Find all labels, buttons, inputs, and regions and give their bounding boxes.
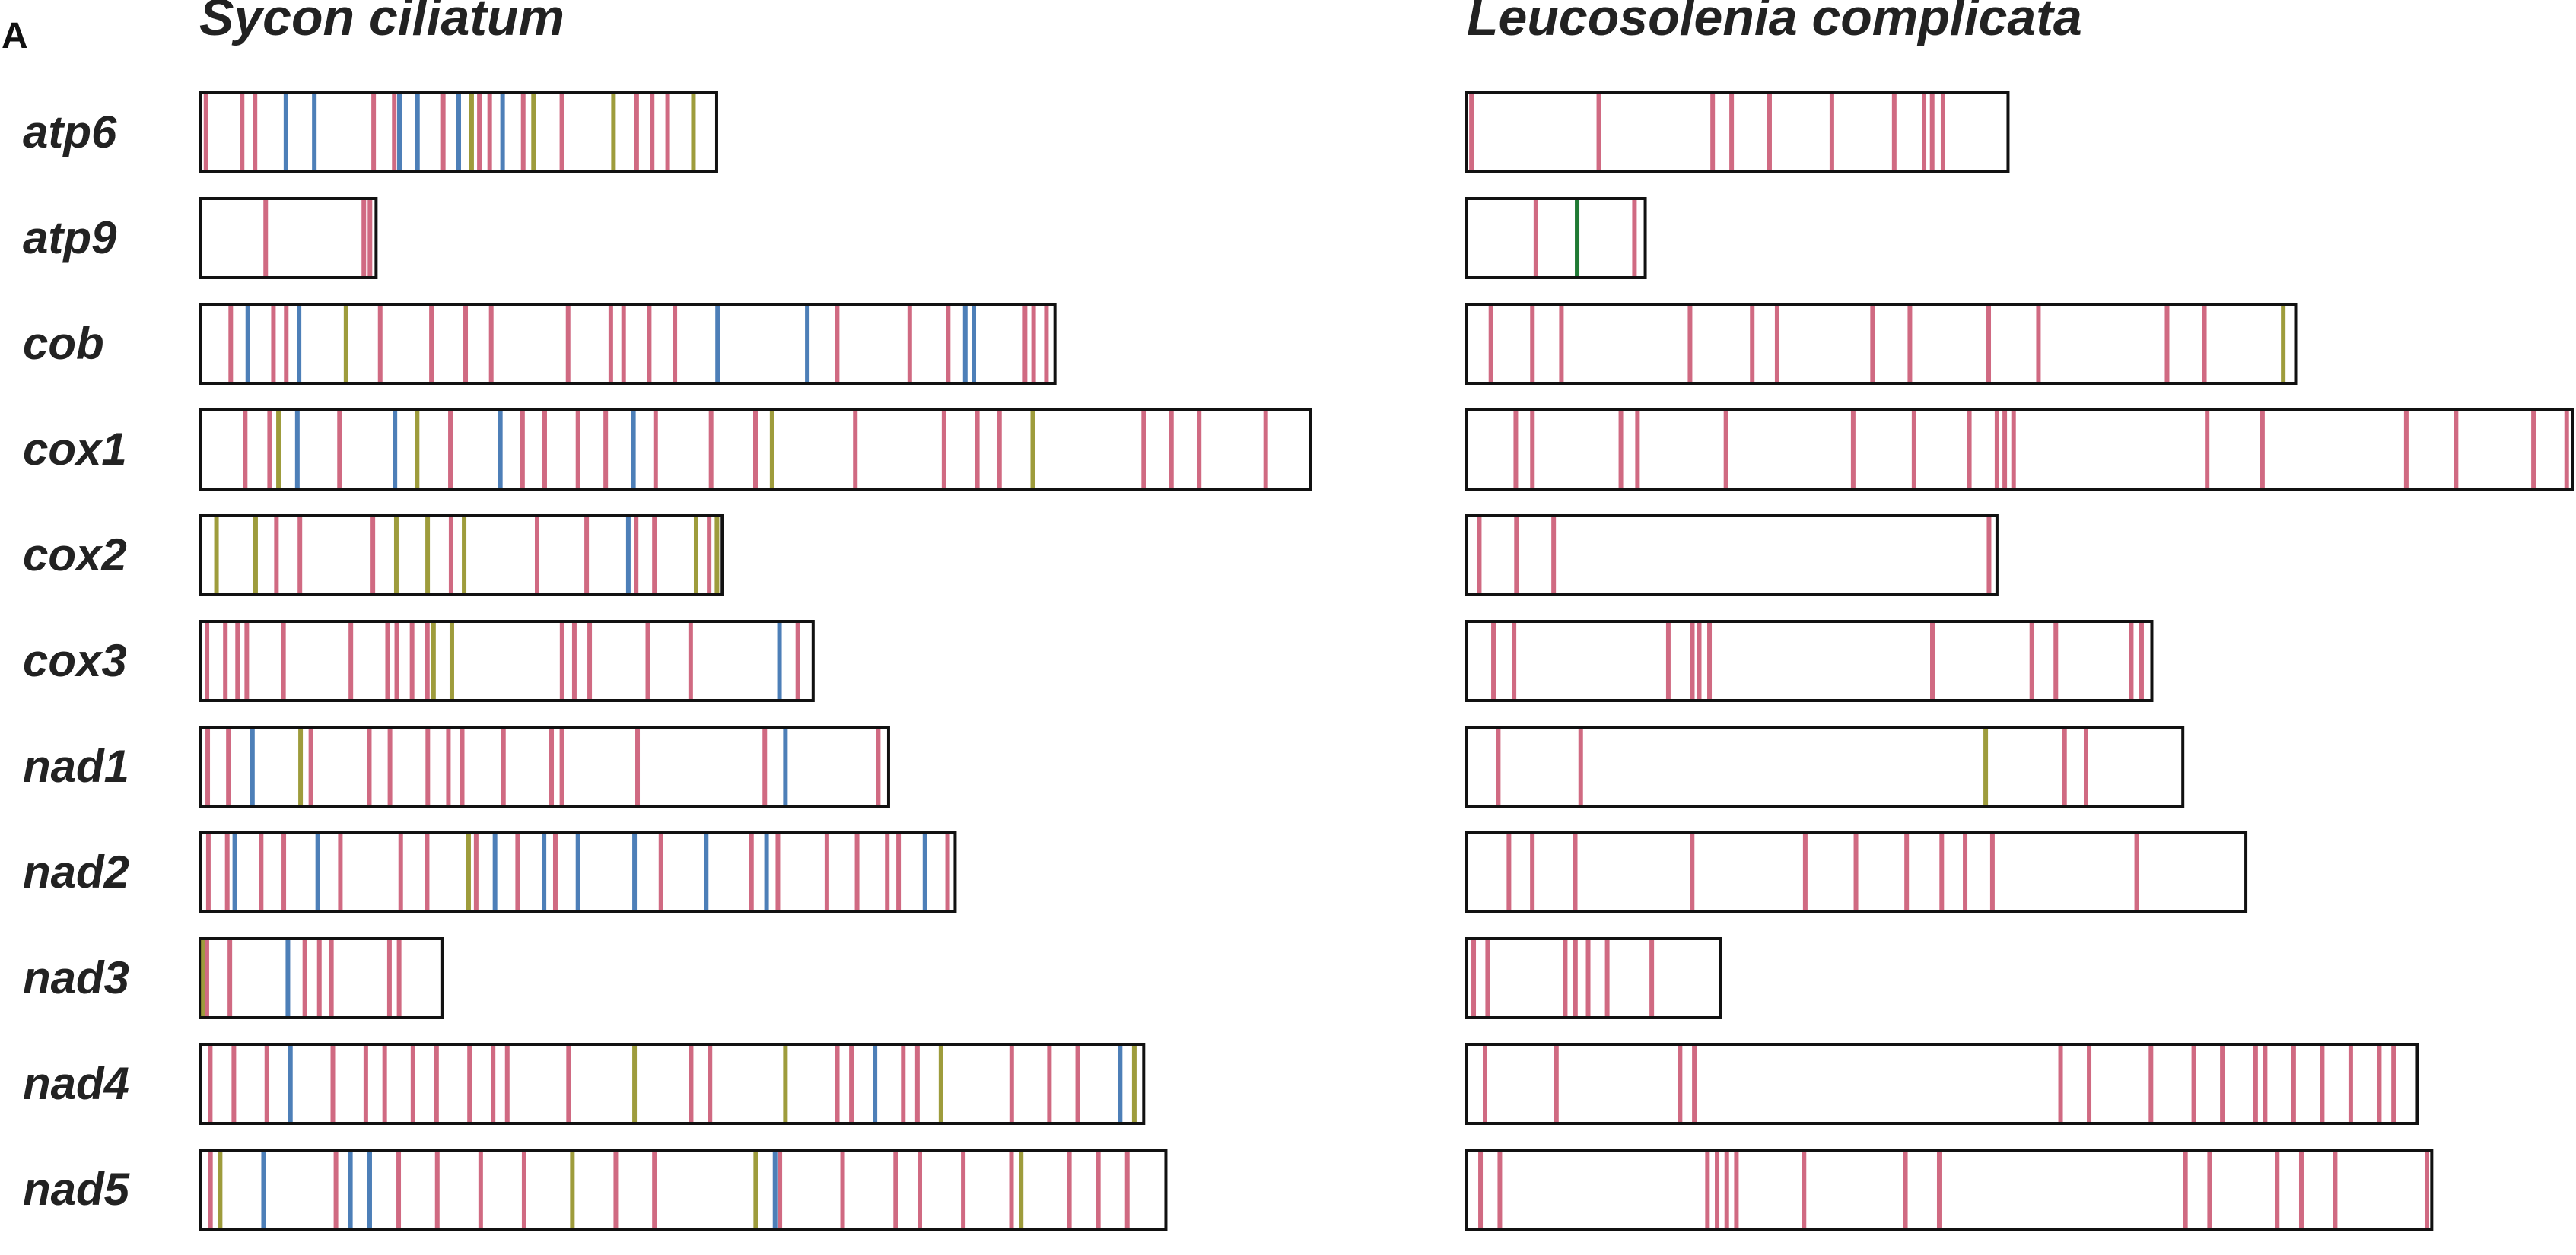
gene-row-nad5 xyxy=(199,1149,1168,1231)
gene-row-atp9 xyxy=(199,197,378,279)
gene-box-cox2 xyxy=(199,514,724,596)
gene-row-atp6 xyxy=(199,91,718,173)
gene-row-nad3 xyxy=(199,937,444,1019)
gene-box-cox3 xyxy=(1465,620,2154,702)
gene-box-cob xyxy=(199,303,1057,385)
gene-label-nad4: nad4 xyxy=(23,1058,129,1109)
gene-box-nad1 xyxy=(1465,726,2185,808)
gene-label-atp9: atp9 xyxy=(23,212,117,263)
gene-box-atp9 xyxy=(1465,197,1647,279)
gene-row-nad2 xyxy=(199,831,957,913)
gene-row-nad1 xyxy=(199,726,890,808)
gene-box-nad4 xyxy=(199,1043,1146,1125)
gene-box-cob xyxy=(1465,303,2298,385)
gene-row-nad4 xyxy=(1465,1043,2419,1125)
gene-row-nad1 xyxy=(1465,726,2185,808)
species-title-sycon: Sycon ciliatum xyxy=(199,0,564,46)
gene-box-cox2 xyxy=(1465,514,1999,596)
gene-box-cox3 xyxy=(199,620,815,702)
gene-row-atp6 xyxy=(1465,91,2010,173)
gene-row-cob xyxy=(1465,303,2298,385)
gene-label-cob: cob xyxy=(23,318,104,369)
sycon-gene-panel xyxy=(199,91,1312,1231)
gene-box-nad1 xyxy=(199,726,890,808)
gene-label-nad1: nad1 xyxy=(23,741,129,792)
gene-box-nad5 xyxy=(199,1149,1168,1231)
gene-row-cox3 xyxy=(1465,620,2154,702)
gene-box-atp9 xyxy=(199,197,378,279)
gene-label-cox1: cox1 xyxy=(23,424,127,475)
gene-row-cox2 xyxy=(1465,514,1999,596)
gene-row-cox1 xyxy=(199,408,1312,491)
leucosolenia-gene-panel xyxy=(1465,91,2574,1231)
gene-label-cox2: cox2 xyxy=(23,529,127,580)
gene-row-cox2 xyxy=(199,514,724,596)
species-title-leucosolenia: Leucosolenia complicata xyxy=(1467,0,2082,46)
gene-box-atp6 xyxy=(1465,91,2010,173)
gene-label-column: atp6 atp9 cob cox1 cox2 cox3 nad1 nad2 nad3 nad4 n… xyxy=(23,106,131,1215)
panel-label: A xyxy=(2,16,28,56)
gene-row-cox3 xyxy=(199,620,815,702)
gene-label-nad3: nad3 xyxy=(23,952,129,1003)
gene-label-cox3: cox3 xyxy=(23,635,127,686)
gene-row-atp9 xyxy=(1465,197,1647,279)
gene-row-nad3 xyxy=(1465,937,1722,1019)
gene-row-cob xyxy=(199,303,1057,385)
gene-row-nad5 xyxy=(1465,1149,2434,1231)
gene-box-nad3 xyxy=(1465,937,1722,1019)
gene-label-nad2: nad2 xyxy=(23,847,129,898)
gene-row-cox1 xyxy=(1465,408,2574,491)
gene-label-nad5: nad5 xyxy=(23,1164,131,1215)
gene-box-nad5 xyxy=(1465,1149,2434,1231)
gene-row-nad4 xyxy=(199,1043,1146,1125)
gene-box-nad4 xyxy=(1465,1043,2419,1125)
gene-label-atp6: atp6 xyxy=(23,106,117,157)
gene-box-nad3 xyxy=(199,937,444,1019)
gene-row-nad2 xyxy=(1465,831,2248,913)
gene-box-cox1 xyxy=(1465,408,2574,491)
